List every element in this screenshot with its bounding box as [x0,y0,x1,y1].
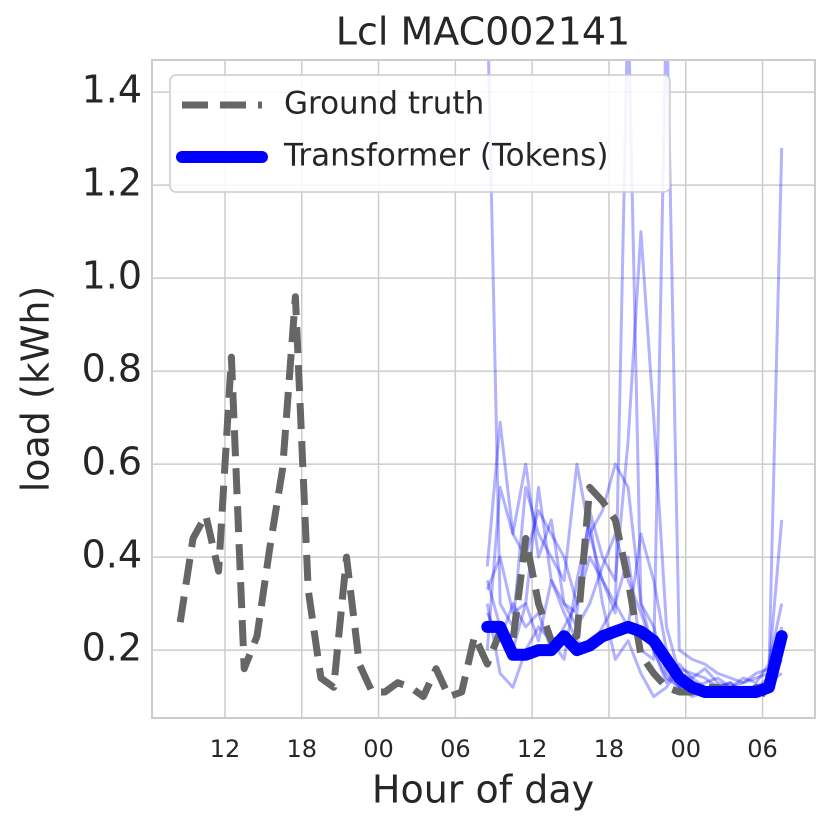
plot-frame [151,59,816,719]
x-tick-label: 00 [670,735,701,763]
legend: Ground truth Transformer (Tokens) [169,74,671,193]
series-line [481,620,788,698]
x-tick-label: 12 [210,735,241,763]
y-tick-label: 1.0 [82,254,142,298]
x-tick-label: 18 [286,735,317,763]
chart-title: Lcl MAC002141 [336,10,630,54]
x-axis-label: Hour of day [372,768,594,812]
plot-lines [176,60,788,701]
legend-label: Transformer (Tokens) [283,138,608,174]
y-tick-label: 1.2 [82,161,142,205]
legend-box [169,74,671,193]
y-tick-label: 0.6 [82,440,142,484]
y-tick-label: 0.2 [82,626,142,670]
x-tick-label: 06 [747,735,778,763]
x-tick-label: 18 [594,735,625,763]
x-tick-label: 12 [517,735,548,763]
sample-line [485,230,784,689]
x-tick-label: 06 [440,735,471,763]
ticks: 0.2 0.4 0.6 0.8 1.0 1.2 1.4 12 18 00 06 12 18 00 06 [82,68,778,763]
legend-label: Ground truth [284,86,484,122]
y-tick-label: 0.8 [82,347,142,391]
sample-line [485,518,784,699]
y-axis-label: load (kWh) [14,286,58,493]
y-tick-label: 0.4 [82,533,142,577]
series-line [176,293,786,701]
x-tick-label: 00 [363,735,394,763]
sample-line [485,532,784,699]
y-tick-label: 1.4 [82,68,142,112]
